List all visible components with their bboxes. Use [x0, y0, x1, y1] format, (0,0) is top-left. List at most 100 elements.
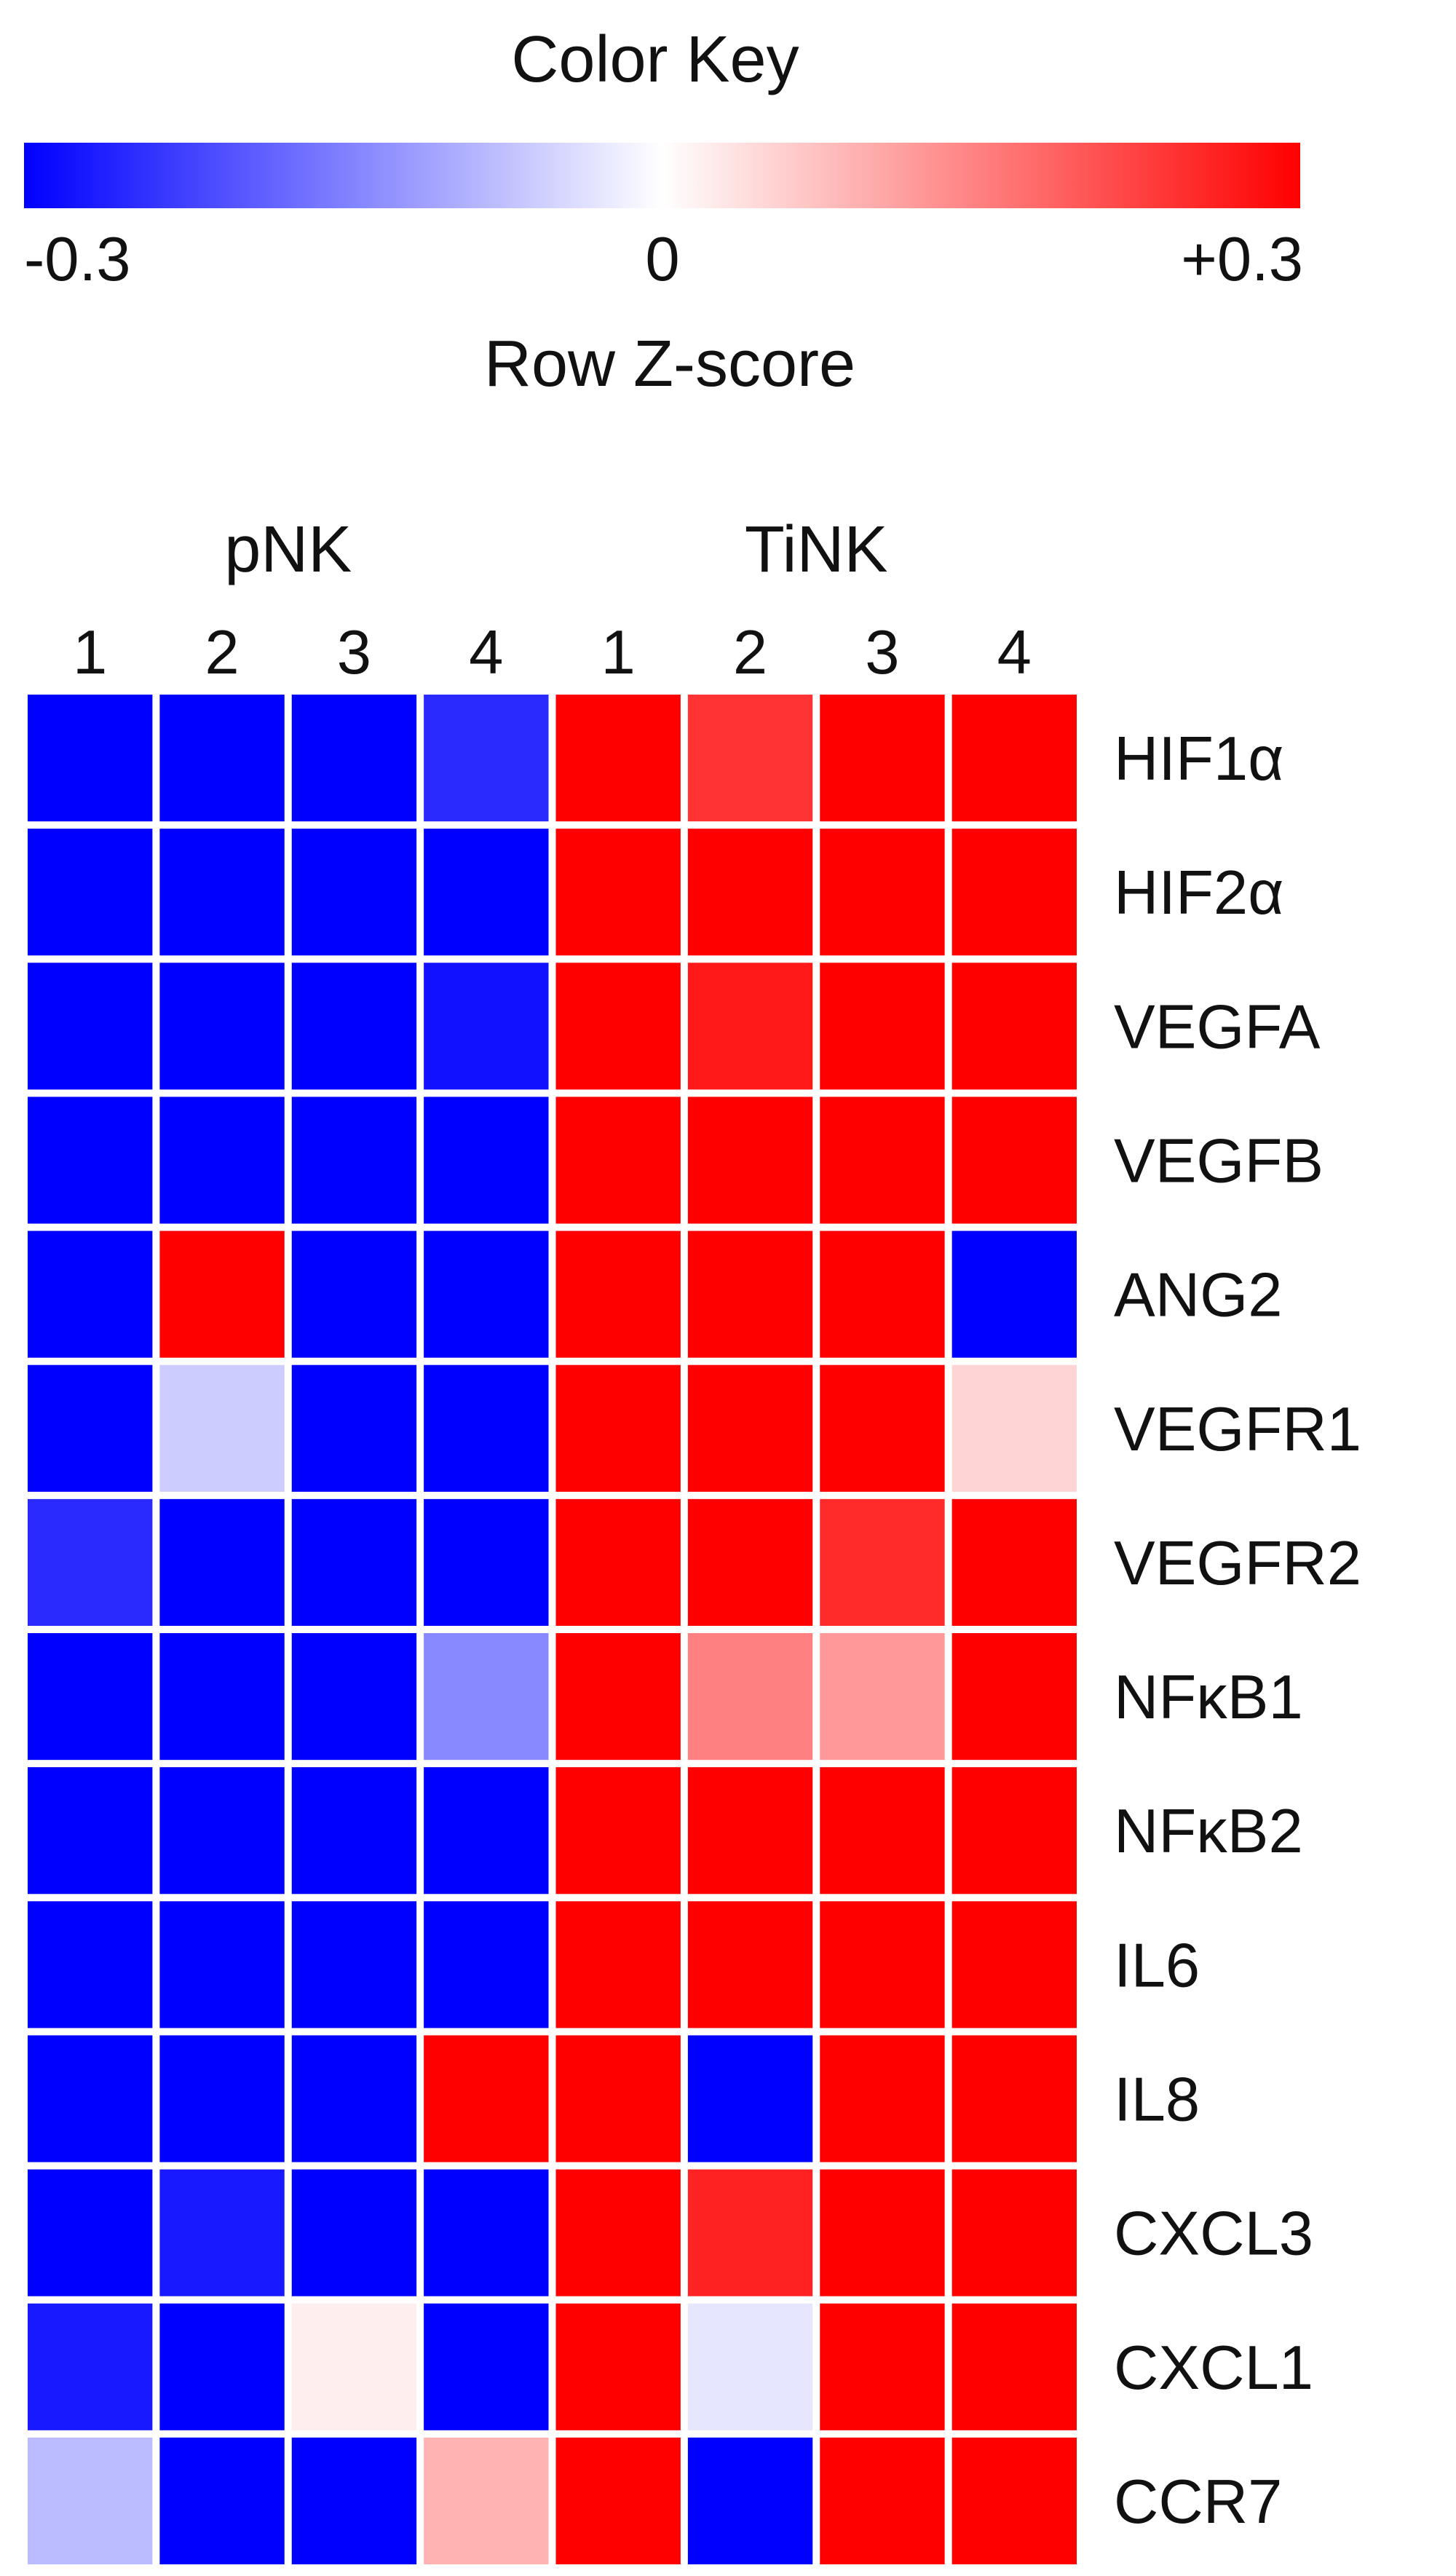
heatmap-cell	[291, 2303, 417, 2430]
heatmap-cell	[555, 1901, 681, 2028]
heatmap-cell	[28, 1498, 153, 1626]
heatmap-cell	[555, 829, 681, 956]
heatmap-cells	[28, 695, 1077, 2564]
row-label: IL6	[1114, 1931, 1200, 2000]
heatmap-cell	[28, 1901, 153, 2028]
heatmap-cell	[159, 2169, 285, 2296]
heatmap-cell	[159, 1097, 285, 1224]
heatmap-cell	[291, 1633, 417, 1761]
heatmap-cell	[291, 695, 417, 822]
heatmap-cell	[951, 829, 1077, 956]
heatmap-cell	[424, 2035, 549, 2162]
column-label: 3	[865, 618, 899, 687]
heatmap-cell	[555, 695, 681, 822]
heatmap-cell	[555, 1767, 681, 1895]
heatmap-cell	[820, 1633, 945, 1761]
heatmap-cell	[424, 1364, 549, 1492]
column-headers: 1 2 3 4 pNK 1 2 3 4 TiNK	[73, 513, 1032, 687]
column-label: 1	[73, 618, 107, 687]
row-label: IL8	[1114, 2066, 1200, 2135]
heatmap-cell	[951, 2169, 1077, 2296]
heatmap-cell	[555, 1498, 681, 1626]
heatmap-cell	[291, 1901, 417, 2028]
heatmap-cell	[820, 2303, 945, 2430]
row-label: CXCL1	[1114, 2334, 1313, 2403]
heatmap-cell	[951, 1364, 1077, 1492]
heatmap-cell	[820, 963, 945, 1090]
heatmap-cell	[424, 2169, 549, 2296]
color-key-title: Color Key	[511, 23, 799, 96]
heatmap-cell	[159, 1230, 285, 1358]
heatmap-cell	[687, 1364, 813, 1492]
heatmap-cell	[820, 1364, 945, 1492]
heatmap-cell	[28, 695, 153, 822]
heatmap-cell	[820, 1901, 945, 2028]
column-label: 4	[469, 618, 503, 687]
heatmap-cell	[951, 1901, 1077, 2028]
heatmap-cell	[555, 2169, 681, 2296]
heatmap-cell	[28, 963, 153, 1090]
heatmap-cell	[159, 829, 285, 956]
heatmap-cell	[424, 1633, 549, 1761]
heatmap-cell	[159, 2035, 285, 2162]
column-label: 4	[997, 618, 1032, 687]
heatmap-cell	[291, 2437, 417, 2564]
heatmap-cell	[159, 1901, 285, 2028]
heatmap-cell	[555, 1097, 681, 1224]
heatmap-cell	[424, 2437, 549, 2564]
heatmap-cell	[687, 829, 813, 956]
color-key: Color Key -0.3 0 +0.3 Row Z-score	[24, 23, 1303, 400]
heatmap-cell	[424, 1767, 549, 1895]
color-key-label: Row Z-score	[484, 328, 855, 400]
heatmap-cell	[424, 829, 549, 956]
heatmap-cell	[424, 1230, 549, 1358]
row-label: ANG2	[1114, 1261, 1282, 1330]
heatmap-cell	[687, 1633, 813, 1761]
heatmap-cell	[687, 1097, 813, 1224]
row-labels: HIF1α HIF2α VEGFA VEGFB ANG2 VEGFR1 VEGFR2 NFκB…	[1114, 724, 1361, 2537]
column-label: 1	[601, 618, 636, 687]
heatmap-cell	[291, 1230, 417, 1358]
column-label: 2	[205, 618, 239, 687]
row-label: HIF1α	[1114, 724, 1283, 794]
color-key-tick-mid: 0	[645, 225, 679, 294]
color-key-bar	[24, 143, 1300, 208]
row-label: VEGFA	[1114, 992, 1321, 1062]
heatmap-cell	[291, 1767, 417, 1895]
heatmap-cell	[291, 1364, 417, 1492]
heatmap-cell	[687, 963, 813, 1090]
heatmap-cell	[28, 1633, 153, 1761]
heatmap-cell	[28, 829, 153, 956]
row-label: VEGFR2	[1114, 1529, 1361, 1598]
heatmap-cell	[820, 1498, 945, 1626]
heatmap-cell	[28, 1230, 153, 1358]
column-label: 2	[733, 618, 767, 687]
heatmap-cell	[159, 1498, 285, 1626]
heatmap-cell	[820, 695, 945, 822]
heatmap-cell	[159, 1767, 285, 1895]
heatmap-cell	[159, 1364, 285, 1492]
heatmap-cell	[424, 695, 549, 822]
heatmap-cell	[687, 1901, 813, 2028]
heatmap-cell	[424, 963, 549, 1090]
heatmap-cell	[28, 2303, 153, 2430]
row-label: VEGFR1	[1114, 1395, 1361, 1464]
heatmap-cell	[28, 1364, 153, 1492]
heatmap-cell	[555, 1230, 681, 1358]
heatmap-cell	[820, 2035, 945, 2162]
heatmap-cell	[291, 2035, 417, 2162]
row-label: CXCL3	[1114, 2200, 1313, 2269]
heatmap-cell	[951, 2437, 1077, 2564]
heatmap-cell	[687, 1767, 813, 1895]
heatmap-cell	[159, 2303, 285, 2430]
heatmap-cell	[555, 2035, 681, 2162]
heatmap-cell	[555, 2303, 681, 2430]
heatmap-cell	[820, 1767, 945, 1895]
heatmap-cell	[28, 1097, 153, 1224]
color-key-tick-max: +0.3	[1181, 225, 1303, 294]
heatmap-cell	[291, 1097, 417, 1224]
heatmap-cell	[291, 829, 417, 956]
heatmap-cell	[424, 1901, 549, 2028]
heatmap-cell	[687, 2169, 813, 2296]
